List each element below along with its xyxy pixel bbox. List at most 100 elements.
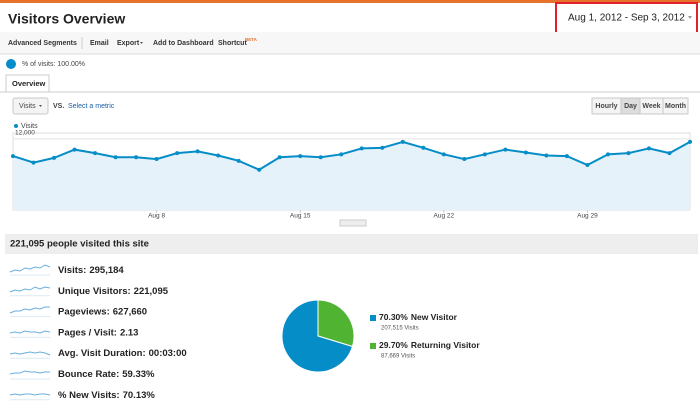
point xyxy=(113,155,118,160)
metric: Avg. Visit Duration: 00:03:00 xyxy=(58,348,187,359)
toolbar-item[interactable]: Export xyxy=(117,40,140,47)
metric-label[interactable]: Visits xyxy=(19,103,36,110)
toolbar-bg xyxy=(0,32,700,54)
dropdown-arrow xyxy=(140,42,143,44)
point xyxy=(134,155,139,160)
metric-label: Bounce Rate: xyxy=(58,369,119,380)
interval-buttons: Hourly Day Week Month xyxy=(591,97,689,115)
point xyxy=(359,146,364,151)
legend-swatch xyxy=(370,315,376,321)
legend-sublabel: 87,669 Visits xyxy=(381,354,415,360)
sparkline xyxy=(9,370,50,375)
point xyxy=(175,151,180,156)
toolbar-item[interactable]: Add to Dashboard xyxy=(153,40,214,47)
sparkline xyxy=(9,330,51,334)
metric-dropdown[interactable] xyxy=(12,97,49,115)
x-tick-label: Aug 8 xyxy=(148,213,165,220)
point xyxy=(626,151,631,156)
point xyxy=(503,147,508,152)
metric-value: 295,184 xyxy=(89,265,124,276)
point xyxy=(195,149,200,154)
legend-label: Visits xyxy=(21,123,38,130)
x-tick-label: Aug 15 xyxy=(290,213,311,220)
point xyxy=(380,145,385,150)
metric-value: 59.33% xyxy=(122,369,155,380)
dropdown-arrow xyxy=(39,105,42,107)
tab[interactable] xyxy=(5,74,50,93)
pie-slice xyxy=(281,299,354,373)
point xyxy=(462,157,467,162)
area xyxy=(13,141,690,210)
x-tick-label: Aug 22 xyxy=(434,213,455,220)
line xyxy=(12,140,691,171)
sparkline xyxy=(9,393,51,396)
point xyxy=(688,139,692,144)
interval-label[interactable]: Week xyxy=(642,103,660,110)
metric-label: Pageviews: xyxy=(58,306,110,317)
toolbar-item[interactable]: Shortcut xyxy=(218,40,247,47)
point xyxy=(646,146,651,151)
metric-value: 00:03:00 xyxy=(149,348,187,359)
tab-label[interactable]: Overview xyxy=(12,79,46,88)
point xyxy=(441,152,446,157)
sparkline xyxy=(9,306,50,314)
point xyxy=(154,157,159,162)
date-range[interactable]: Aug 1, 2012 - Sep 3, 2012 xyxy=(568,13,685,24)
point xyxy=(339,152,344,157)
legend-swatch xyxy=(370,343,376,349)
legend-label: 70.30% New Visitor xyxy=(379,312,458,322)
metric: Unique Visitors: 221,095 xyxy=(58,285,169,296)
metric-value: 221,095 xyxy=(134,285,169,296)
point xyxy=(605,152,610,157)
metric-label: % New Visits: xyxy=(58,389,120,400)
sparkline xyxy=(9,286,51,293)
metric-value: 70.13% xyxy=(123,389,156,400)
legend-value: 70.30% xyxy=(379,312,408,322)
interval-label[interactable]: Day xyxy=(624,103,637,110)
toolbar-item[interactable]: Advanced Segments xyxy=(8,40,77,47)
point xyxy=(482,152,487,157)
select-metric[interactable]: Select a metric xyxy=(68,103,115,110)
chart-handle[interactable] xyxy=(339,219,367,227)
metric-value: 627,660 xyxy=(113,306,147,317)
point xyxy=(318,155,323,160)
metric-label: Avg. Visit Duration: xyxy=(58,348,146,359)
metric-label: Unique Visitors: xyxy=(58,285,131,296)
beta-badge: BETA xyxy=(245,37,258,42)
point xyxy=(585,162,590,167)
metric: Pages / Visit: 2.13 xyxy=(58,327,138,338)
metric: Pageviews: 627,660 xyxy=(58,306,147,317)
toolbar-item[interactable]: Email xyxy=(90,40,109,47)
point xyxy=(257,167,262,172)
legend-sublabel: 207,515 Visits xyxy=(381,326,419,332)
x-tick-label: Aug 29 xyxy=(577,213,598,220)
interval-label[interactable]: Hourly xyxy=(595,103,617,110)
point xyxy=(11,154,15,159)
sparkline xyxy=(9,351,51,356)
metric-value: 2.13 xyxy=(120,327,139,338)
interval-label[interactable]: Month xyxy=(665,103,686,110)
legend-name: Returning Visitor xyxy=(411,340,480,350)
summary-header-bg xyxy=(5,234,698,254)
segment-label: % of visits: 100.00% xyxy=(22,61,85,68)
point xyxy=(72,147,77,152)
metric-label: Pages / Visit: xyxy=(58,327,117,338)
point xyxy=(298,154,303,159)
metric: Visits: 295,184 xyxy=(58,265,124,276)
point xyxy=(52,155,57,160)
point xyxy=(400,139,405,144)
legend-name: New Visitor xyxy=(411,312,458,322)
interval-button[interactable] xyxy=(662,97,689,115)
dropdown-arrow xyxy=(688,16,692,19)
point xyxy=(544,153,549,158)
point xyxy=(523,150,528,155)
metric: % New Visits: 70.13% xyxy=(58,389,155,400)
page-title: Visitors Overview xyxy=(8,11,125,27)
y-tick-label: 12,000 xyxy=(15,130,35,137)
legend-value: 29.70% xyxy=(379,340,408,350)
point xyxy=(277,155,282,160)
pie-slice xyxy=(317,299,355,348)
